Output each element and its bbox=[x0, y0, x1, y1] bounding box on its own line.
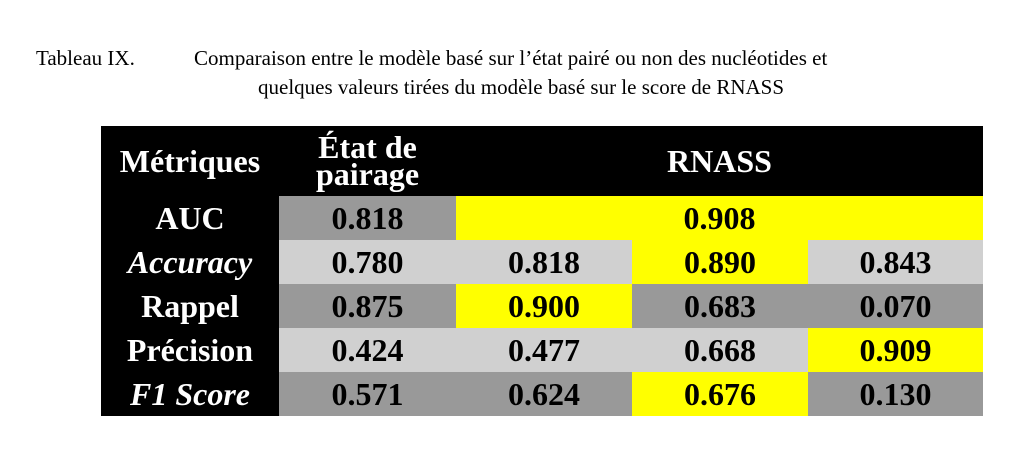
cell-precision-rnass-2: 0.668 bbox=[632, 328, 808, 372]
cell-f1-etat: 0.571 bbox=[279, 372, 456, 416]
cell-auc-etat: 0.818 bbox=[279, 196, 456, 240]
row-f1-score: F1 Score 0.571 0.624 0.676 0.130 bbox=[101, 372, 983, 416]
header-etat-line1: État de bbox=[318, 129, 417, 165]
header-rnass: RNASS bbox=[456, 126, 983, 196]
caption-text-line2: quelques valeurs tirées du modèle basé s… bbox=[258, 75, 785, 99]
row-rappel: Rappel 0.875 0.900 0.683 0.070 bbox=[101, 284, 983, 328]
row-label-accuracy: Accuracy bbox=[101, 240, 279, 284]
cell-accuracy-rnass-2: 0.890 bbox=[632, 240, 808, 284]
cell-rappel-etat: 0.875 bbox=[279, 284, 456, 328]
header-row: Métriques État de pairage RNASS bbox=[101, 126, 983, 196]
cell-precision-rnass-3: 0.909 bbox=[808, 328, 983, 372]
cell-precision-rnass-1: 0.477 bbox=[456, 328, 632, 372]
caption-text-line1: Comparaison entre le modèle basé sur l’é… bbox=[194, 46, 828, 70]
row-accuracy: Accuracy 0.780 0.818 0.890 0.843 bbox=[101, 240, 983, 284]
cell-f1-rnass-1: 0.624 bbox=[456, 372, 632, 416]
cell-accuracy-rnass-3: 0.843 bbox=[808, 240, 983, 284]
row-label-precision: Précision bbox=[101, 328, 279, 372]
cell-rappel-rnass-2: 0.683 bbox=[632, 284, 808, 328]
row-label-f1-score: F1 Score bbox=[101, 372, 279, 416]
caption-label: Tableau IX. bbox=[36, 46, 135, 70]
header-etat-pairage: État de pairage bbox=[279, 126, 456, 196]
cell-f1-rnass-2: 0.676 bbox=[632, 372, 808, 416]
row-label-rappel: Rappel bbox=[101, 284, 279, 328]
header-etat-line2: pairage bbox=[315, 156, 420, 192]
cell-accuracy-rnass-1: 0.818 bbox=[456, 240, 632, 284]
results-table: Métriques État de pairage RNASS AUC 0.81… bbox=[101, 126, 983, 416]
cell-f1-rnass-3: 0.130 bbox=[808, 372, 983, 416]
row-label-auc: AUC bbox=[101, 196, 279, 240]
cell-auc-rnass: 0.908 bbox=[456, 196, 983, 240]
row-precision: Précision 0.424 0.477 0.668 0.909 bbox=[101, 328, 983, 372]
header-metric: Métriques bbox=[101, 126, 279, 196]
cell-rappel-rnass-1: 0.900 bbox=[456, 284, 632, 328]
cell-rappel-rnass-3: 0.070 bbox=[808, 284, 983, 328]
cell-accuracy-etat: 0.780 bbox=[279, 240, 456, 284]
row-auc: AUC 0.818 0.908 bbox=[101, 196, 983, 240]
cell-precision-etat: 0.424 bbox=[279, 328, 456, 372]
